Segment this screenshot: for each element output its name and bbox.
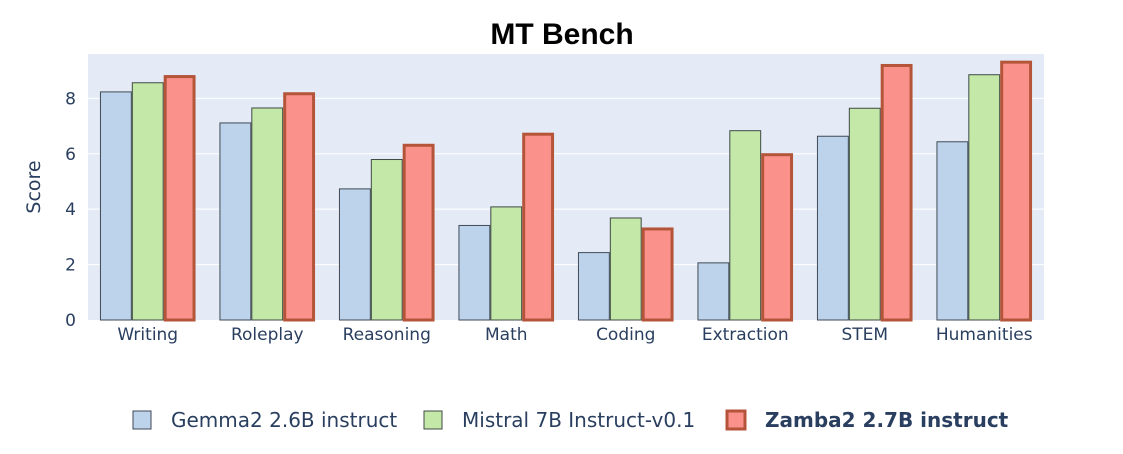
bar [936,141,969,321]
y-tick-label: 4 [65,200,76,220]
bar [609,217,642,321]
x-tick-label: Coding [596,325,655,345]
bar [697,262,730,321]
y-tick-label: 2 [65,256,76,276]
x-tick-label: Humanities [936,325,1033,345]
x-tick-label: Writing [117,325,178,345]
bar [338,188,371,321]
legend: Gemma2 2.6B instruct Mistral 7B Instruct-… [132,408,1009,432]
bar [402,143,435,322]
bar [577,252,610,321]
bar [761,153,794,322]
x-tick-label: Reasoning [343,325,431,345]
bar [251,107,284,321]
bar [163,75,196,322]
bar [816,135,849,321]
x-tick-label: STEM [841,325,888,345]
bar [458,224,491,321]
y-tick-label: 8 [65,89,76,109]
bar [729,130,762,321]
y-axis-ticks: 0 2 4 6 8 [65,89,76,331]
bar [283,92,316,322]
y-tick-label: 0 [65,311,76,331]
bar [641,227,674,322]
chart-title: MT Bench [490,18,633,51]
y-axis-label: Score [23,160,45,213]
legend-swatch [132,410,152,430]
bar [370,159,403,321]
y-tick-label: 6 [65,145,76,165]
legend-label: Gemma2 2.6B instruct [171,408,397,432]
x-axis-ticks: Writing Roleplay Reasoning Math Coding Extrac… [117,325,1032,345]
bar [1000,60,1033,322]
bar [848,107,881,321]
x-tick-label: Roleplay [231,325,304,345]
bar [131,82,164,321]
bar [522,132,555,322]
x-tick-label: Math [485,325,528,345]
bar [880,63,913,322]
bar [99,91,132,321]
x-tick-label: Extraction [702,325,789,345]
legend-label: Mistral 7B Instruct-v0.1 [462,408,695,432]
legend-swatch [423,410,443,430]
bars [99,60,1033,322]
bar [968,74,1001,321]
legend-label: Zamba2 2.7B instruct [765,408,1009,432]
legend-swatch [725,409,747,431]
bar [490,206,523,321]
bar [219,122,252,321]
